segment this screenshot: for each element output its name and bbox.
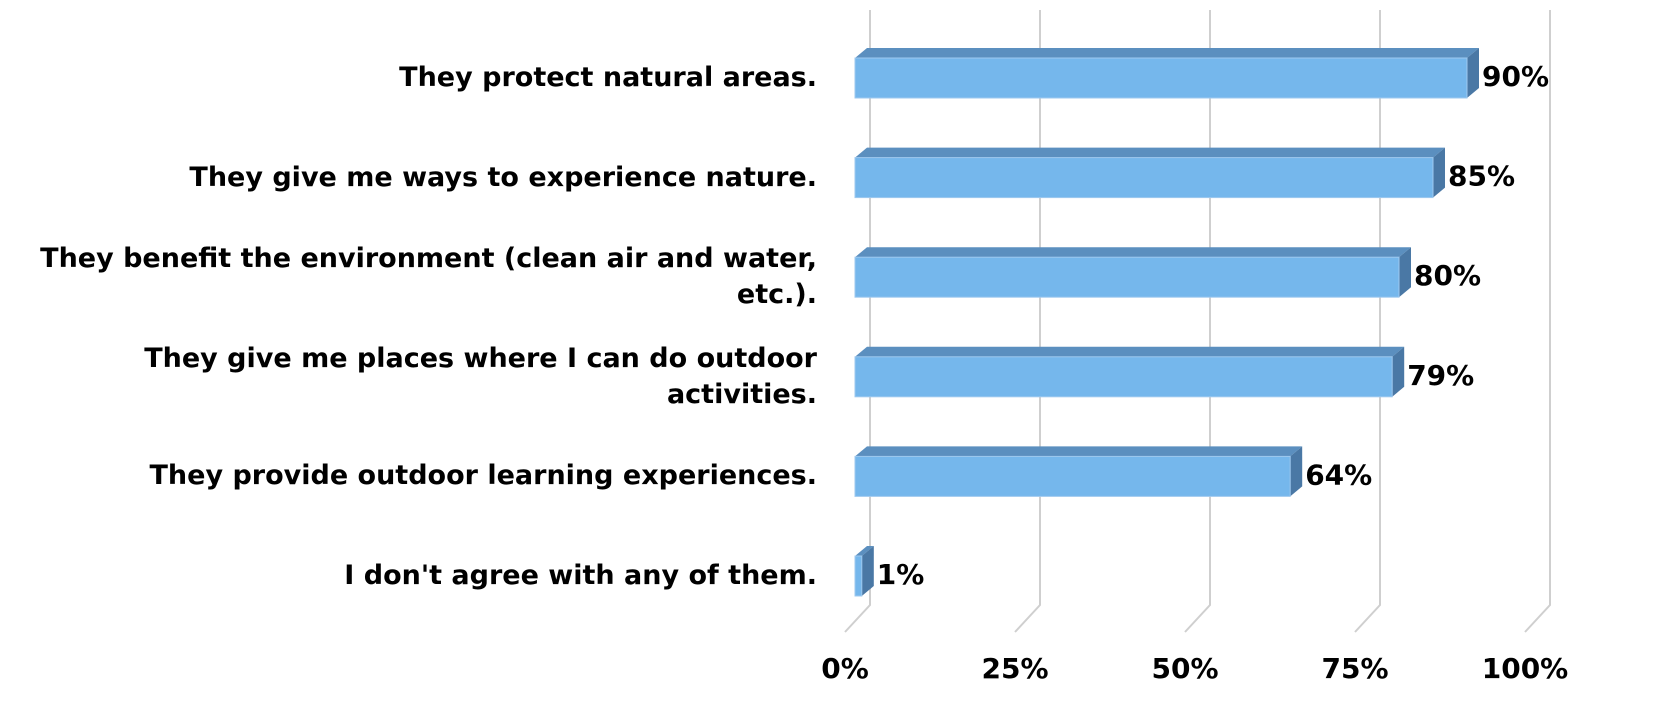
category-label: They protect natural areas. <box>399 62 817 93</box>
x-tick-label: 50% <box>1151 652 1218 685</box>
value-label: 64% <box>1305 458 1372 491</box>
bar <box>854 57 1468 99</box>
category-label: They benefit the environment (clean air … <box>40 243 817 311</box>
category-label: They provide outdoor learning experience… <box>149 460 818 492</box>
value-label: 1% <box>877 558 925 591</box>
grid-line <box>1014 10 1041 633</box>
category-label: They give me places where I can do outdo… <box>144 342 817 410</box>
x-tick-label: 75% <box>1321 652 1388 685</box>
bar-side <box>1392 346 1405 397</box>
x-tick-label: 25% <box>981 652 1048 685</box>
bar-top <box>855 48 1479 58</box>
bar-top <box>855 446 1303 457</box>
grid-line <box>1354 10 1381 633</box>
category-label: I don't agree with any of them. <box>344 560 817 591</box>
value-label: 90% <box>1482 60 1549 93</box>
bar <box>854 555 863 597</box>
bar-top <box>855 247 1411 258</box>
bar-side <box>1467 48 1479 98</box>
bar-side <box>1399 247 1411 298</box>
bar <box>854 455 1291 497</box>
grid-line <box>1524 10 1551 633</box>
category-label: They give me ways to experience nature. <box>189 161 817 193</box>
bar-side <box>1290 446 1303 497</box>
bar-side <box>861 546 874 596</box>
value-label: 79% <box>1407 359 1474 392</box>
bar-side <box>1433 147 1445 198</box>
x-tick-label: 100% <box>1482 652 1569 685</box>
bar-top <box>855 546 874 556</box>
value-label: 85% <box>1448 160 1515 193</box>
value-label: 80% <box>1414 259 1481 292</box>
bar <box>854 356 1393 398</box>
bar <box>854 157 1434 199</box>
grid-line <box>1184 10 1211 633</box>
grid-line <box>844 10 871 633</box>
bar <box>854 256 1400 298</box>
x-tick-label: 0% <box>821 652 869 685</box>
bar-top <box>855 147 1445 158</box>
bar-top <box>855 346 1405 357</box>
